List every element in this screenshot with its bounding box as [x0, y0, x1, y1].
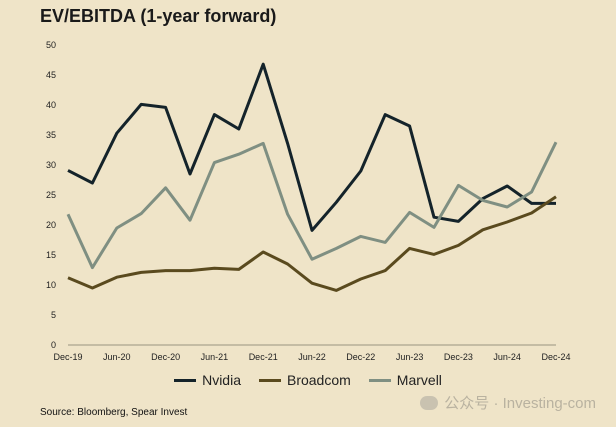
series-lines: [66, 62, 558, 292]
x-tick-label: Dec-24: [541, 352, 570, 362]
y-tick-label: 40: [46, 100, 56, 110]
series-line-nvidia: [67, 62, 556, 232]
legend-item-marvell: Marvell: [368, 372, 442, 388]
x-tick-label: Jun-22: [298, 352, 326, 362]
y-tick-label: 15: [46, 250, 56, 260]
y-tick-label: 35: [46, 130, 56, 140]
x-tick-label: Jun-23: [396, 352, 424, 362]
x-tick-label: Dec-22: [346, 352, 375, 362]
series-line-marvell: [66, 141, 558, 270]
watermark: 公众号 · Investing-com: [420, 392, 596, 413]
y-tick-label: 10: [46, 280, 56, 290]
chart-legend: Nvidia Broadcom Marvell: [0, 372, 616, 388]
legend-swatch: [368, 378, 391, 382]
x-tick-label: Dec-19: [53, 352, 82, 362]
x-tick-label: Jun-21: [201, 352, 229, 362]
legend-item-broadcom: Broadcom: [258, 372, 351, 388]
watermark-text: 公众号 · Investing-com: [444, 395, 596, 412]
y-tick-label: 45: [46, 70, 56, 80]
x-tick-label: Dec-20: [151, 352, 180, 362]
legend-item-nvidia: Nvidia: [174, 372, 241, 388]
legend-label: Nvidia: [202, 372, 241, 388]
y-tick-label: 50: [46, 40, 56, 50]
legend-swatch: [258, 378, 281, 382]
wechat-icon: [420, 395, 439, 410]
chart-title: EV/EBITDA (1-year forward): [40, 6, 277, 26]
y-tick-label: 5: [51, 310, 56, 320]
y-tick-label: 30: [46, 160, 56, 170]
legend-label: Broadcom: [286, 372, 351, 388]
x-tick-label: Jun-24: [493, 352, 521, 362]
source-note: Source: Bloomberg, Spear Invest: [40, 407, 188, 418]
y-tick-label: 0: [51, 340, 56, 350]
x-tick-label: Dec-23: [444, 352, 473, 362]
legend-swatch: [174, 378, 197, 382]
y-tick-label: 25: [46, 190, 56, 200]
line-chart: 0 5 10 15 20 25 30 35 40 45 50 Dec-19 Jun-20 Dec-20 J…: [46, 40, 571, 362]
x-tick-label: Dec-21: [249, 352, 278, 362]
y-axis-ticks: 0 5 10 15 20 25 30 35 40 45 50: [46, 40, 56, 350]
series-line-broadcom: [67, 195, 557, 292]
x-axis-ticks: Dec-19 Jun-20 Dec-20 Jun-21 Dec-21 Jun-22 Dec-…: [53, 352, 570, 362]
y-tick-label: 20: [46, 220, 56, 230]
x-tick-label: Jun-20: [103, 352, 131, 362]
legend-label: Marvell: [396, 372, 442, 388]
